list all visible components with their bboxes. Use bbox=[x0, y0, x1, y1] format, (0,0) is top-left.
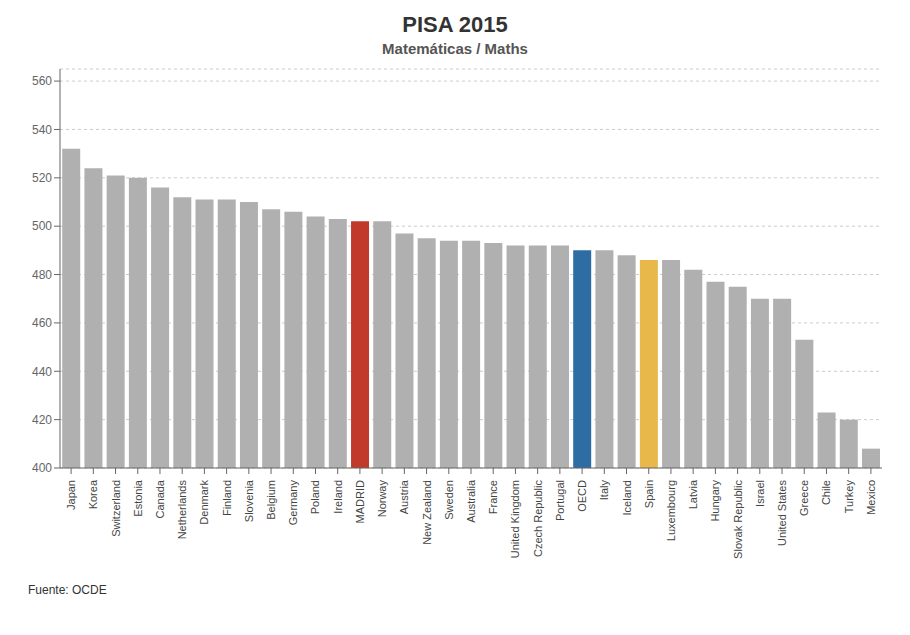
svg-text:460: 460 bbox=[32, 316, 52, 330]
html-text:PISA 2015: PISA 2015 bbox=[402, 12, 508, 37]
svg-text:Japan: Japan bbox=[65, 480, 77, 510]
svg-text:Latvia: Latvia bbox=[687, 479, 699, 509]
svg-text:Austria: Austria bbox=[398, 479, 410, 514]
svg-text:United States: United States bbox=[776, 480, 788, 547]
svg-text:Luxembourg: Luxembourg bbox=[665, 480, 677, 541]
svg-text:Greece: Greece bbox=[798, 480, 810, 516]
svg-text:Poland: Poland bbox=[309, 480, 321, 514]
svg-text:France: France bbox=[487, 480, 499, 514]
svg-text:Slovak Republic: Slovak Republic bbox=[732, 480, 744, 559]
svg-text:520: 520 bbox=[32, 171, 52, 185]
svg-text:Switzerland: Switzerland bbox=[110, 480, 122, 537]
svg-text:Spain: Spain bbox=[643, 480, 655, 508]
svg-text:480: 480 bbox=[32, 268, 52, 282]
svg-text:Denmark: Denmark bbox=[198, 480, 210, 525]
svg-text:Slovenia: Slovenia bbox=[243, 479, 255, 522]
svg-text:Czech Republic: Czech Republic bbox=[532, 480, 544, 558]
svg-text:MADRID: MADRID bbox=[354, 480, 366, 523]
svg-text:OECD: OECD bbox=[576, 480, 588, 512]
svg-text:420: 420 bbox=[32, 413, 52, 427]
svg-text:Canada: Canada bbox=[154, 479, 166, 518]
svg-text:Chile: Chile bbox=[820, 480, 832, 505]
svg-text:Netherlands: Netherlands bbox=[176, 480, 188, 540]
svg-text:Australia: Australia bbox=[465, 479, 477, 523]
svg-text:440: 440 bbox=[32, 365, 52, 379]
svg-text:Mexico: Mexico bbox=[865, 480, 877, 515]
svg-text:560: 560 bbox=[32, 74, 52, 88]
svg-text:Finland: Finland bbox=[221, 480, 233, 516]
svg-text:United Kingdom: United Kingdom bbox=[509, 480, 521, 558]
svg-text:Norway: Norway bbox=[376, 480, 388, 518]
html-text:Matemáticas / Maths: Matemáticas / Maths bbox=[382, 40, 528, 57]
svg-text:Iceland: Iceland bbox=[621, 480, 633, 515]
svg-text:Belgium: Belgium bbox=[265, 480, 277, 520]
svg-text:500: 500 bbox=[32, 219, 52, 233]
svg-text:Korea: Korea bbox=[87, 479, 99, 509]
svg-text:Germany: Germany bbox=[287, 480, 299, 526]
svg-text:New Zealand: New Zealand bbox=[421, 480, 433, 545]
svg-text:Italy: Italy bbox=[598, 480, 610, 501]
svg-text:Ireland: Ireland bbox=[332, 480, 344, 514]
svg-text:Sweden: Sweden bbox=[443, 480, 455, 520]
svg-text:Turkey: Turkey bbox=[843, 480, 855, 514]
svg-text:Estonia: Estonia bbox=[132, 479, 144, 517]
svg-text:Israel: Israel bbox=[754, 480, 766, 507]
svg-text:540: 540 bbox=[32, 123, 52, 137]
svg-text:Portugal: Portugal bbox=[554, 480, 566, 521]
svg-text:Hungary: Hungary bbox=[709, 480, 721, 522]
svg-text:400: 400 bbox=[32, 461, 52, 475]
html-text:Fuente: OCDE: Fuente: OCDE bbox=[28, 583, 107, 597]
